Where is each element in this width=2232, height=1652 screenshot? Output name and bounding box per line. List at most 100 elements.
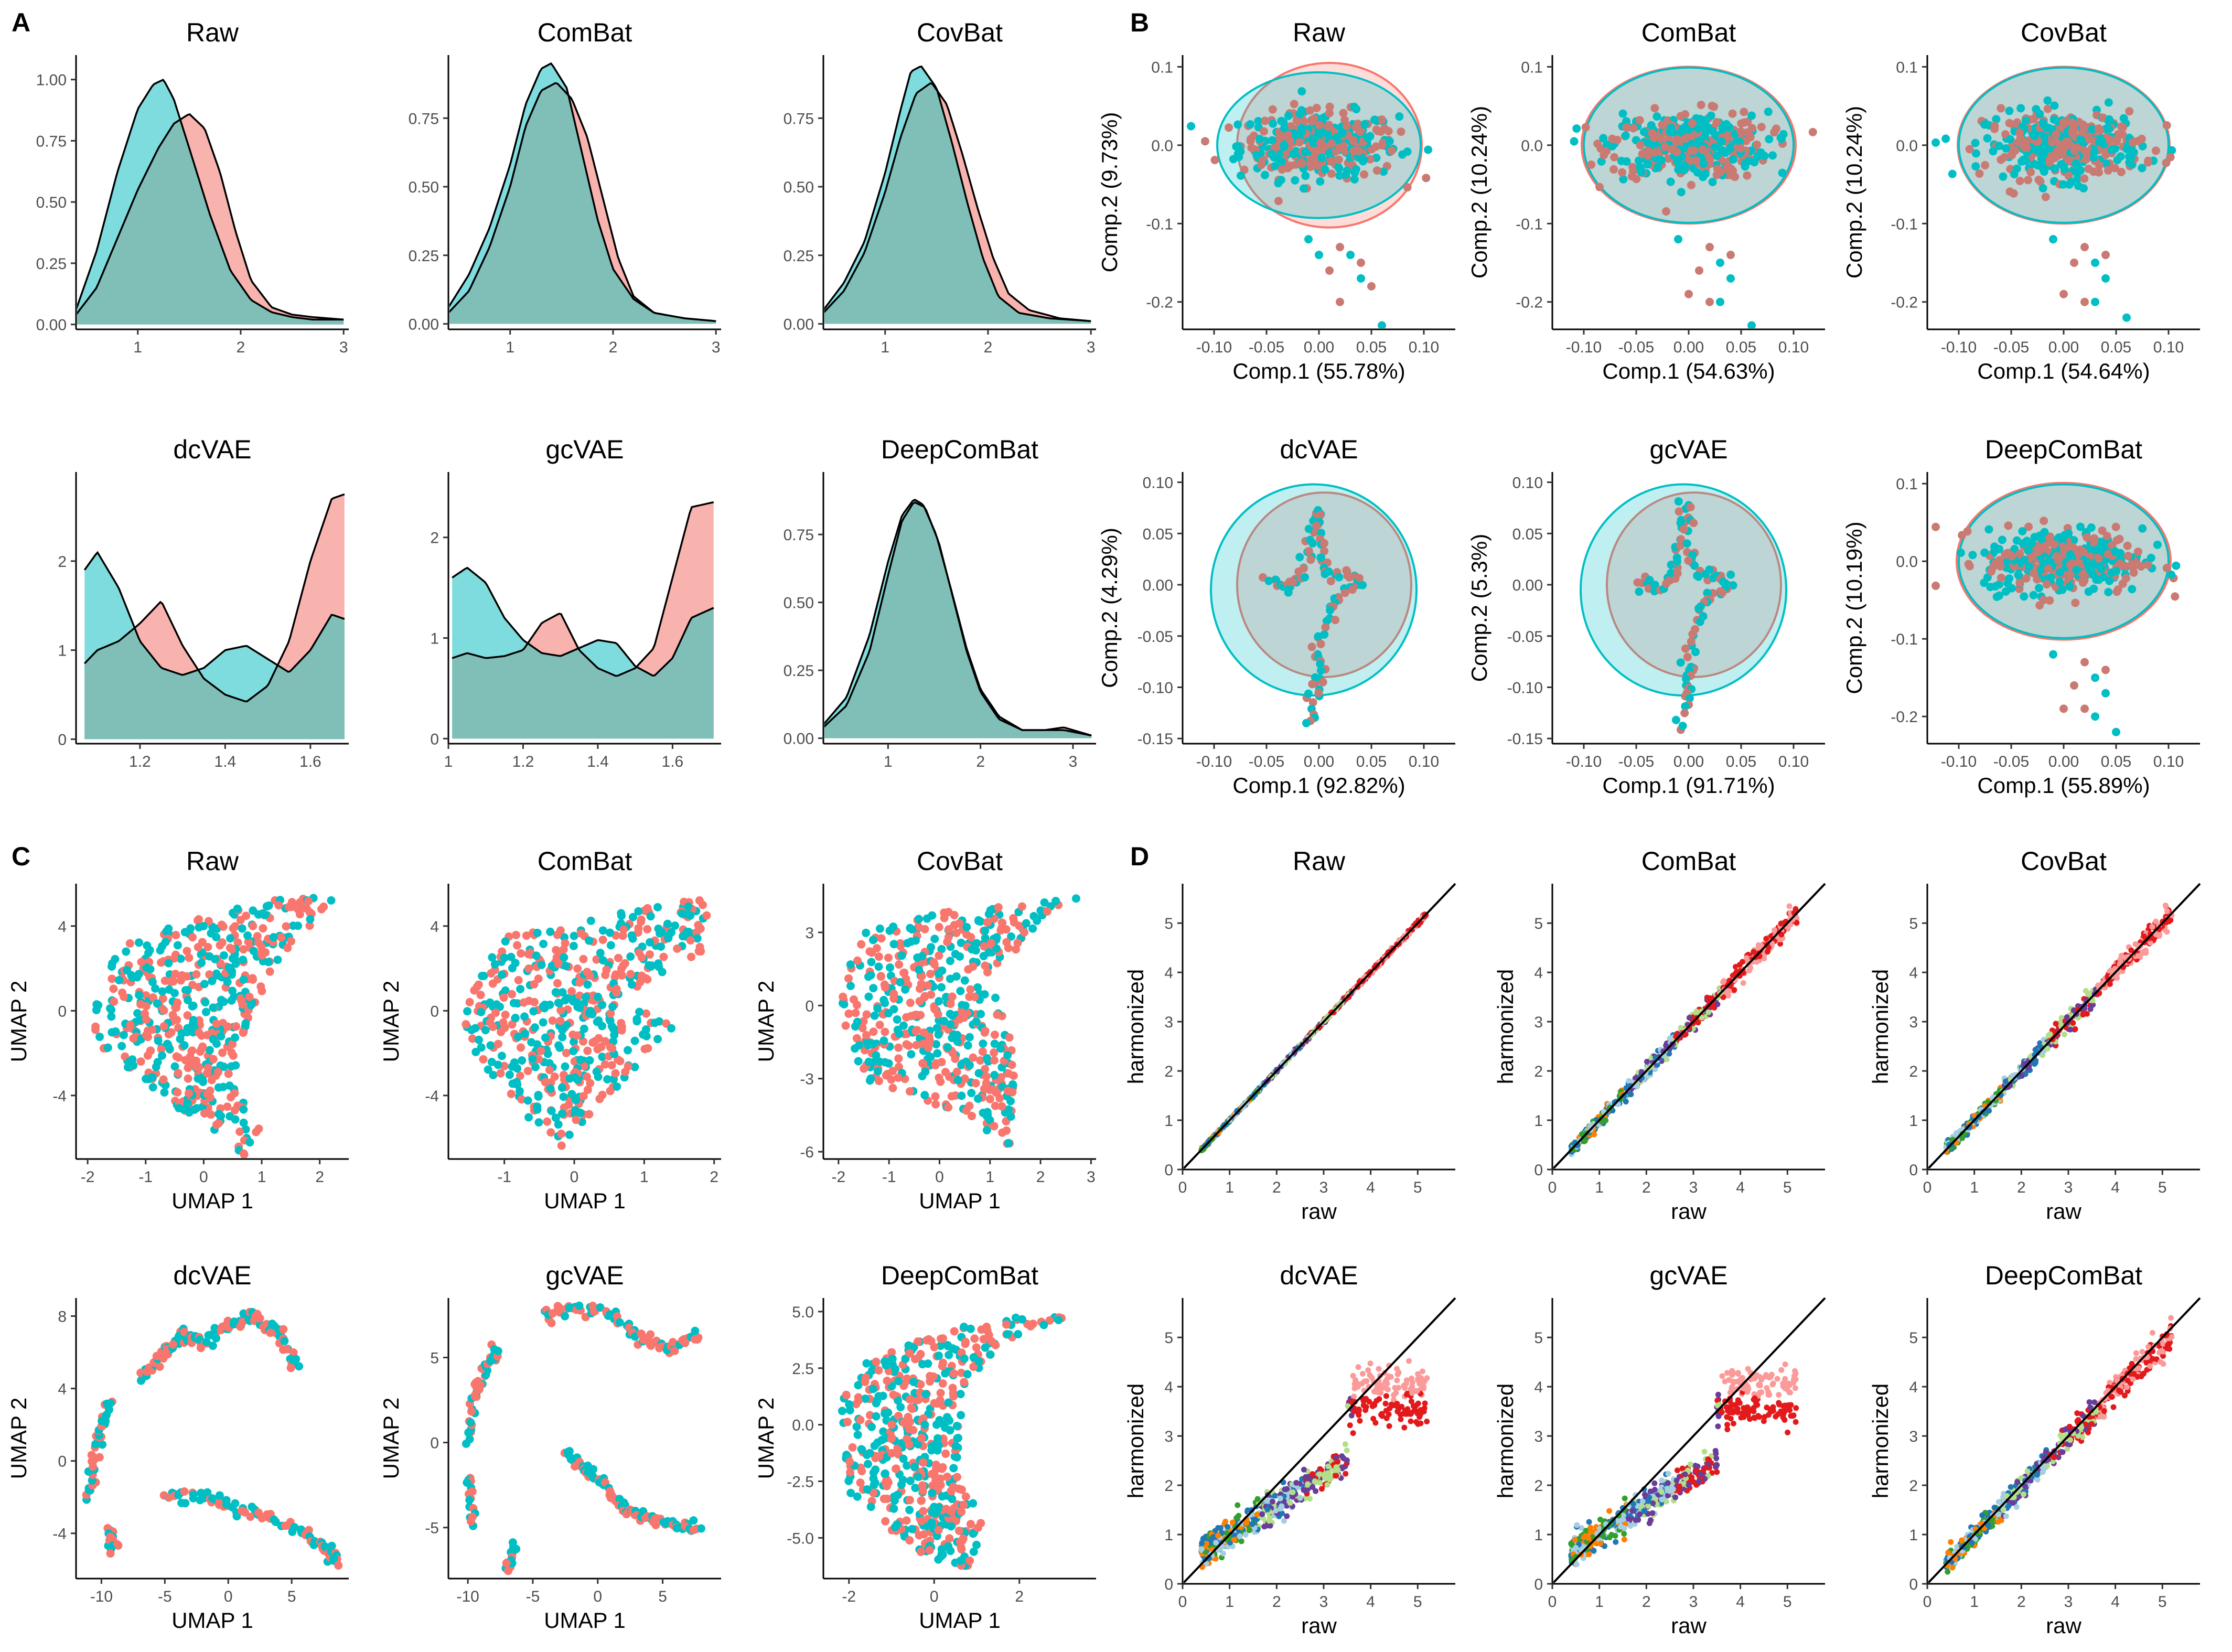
x-tick-label: 0.05: [1356, 753, 1387, 770]
point: [2104, 117, 2113, 126]
point: [1276, 176, 1285, 185]
point: [634, 924, 643, 932]
point: [1931, 581, 1940, 590]
point: [1997, 104, 2005, 113]
point: [1277, 116, 1286, 125]
point: [1627, 172, 1636, 181]
point: [2059, 118, 2068, 127]
point: [929, 958, 938, 967]
point: [1570, 137, 1579, 146]
y-tick-label: 1: [58, 642, 67, 660]
point: [1338, 128, 1347, 137]
point: [2034, 584, 2043, 593]
point: [693, 934, 702, 943]
point: [558, 1026, 567, 1035]
point: [205, 1046, 214, 1055]
y-tick-label: 0.50: [784, 595, 814, 612]
point: [903, 1461, 911, 1470]
point: [1652, 112, 1661, 121]
point: [1677, 535, 1686, 544]
point: [1717, 146, 1726, 155]
point: [304, 1526, 313, 1535]
point: [245, 992, 254, 1001]
point: [889, 994, 898, 1003]
point: [2118, 130, 2127, 139]
point: [1403, 183, 1412, 192]
point: [980, 990, 989, 999]
point: [2059, 180, 2068, 189]
point: [155, 1362, 164, 1371]
point: [1682, 133, 1691, 142]
point: [1026, 1322, 1035, 1331]
point: [980, 942, 989, 951]
point: [1355, 574, 1364, 583]
point: [846, 960, 855, 969]
point: [941, 1449, 950, 1458]
point: [1261, 116, 1270, 125]
point: [1710, 102, 1719, 111]
point: [136, 1057, 145, 1066]
point: [914, 922, 923, 931]
point: [971, 1079, 980, 1088]
point: [654, 924, 663, 933]
point: [1187, 122, 1195, 131]
point: [1765, 135, 1774, 144]
point: [239, 945, 248, 954]
point: [232, 1022, 241, 1031]
point: [2105, 125, 2113, 134]
point: [463, 1007, 472, 1016]
point: [224, 963, 233, 972]
point: [1299, 117, 1308, 126]
y-tick-label: 0.05: [1143, 525, 1173, 543]
point: [218, 1048, 227, 1057]
point: [2133, 547, 2142, 556]
point: [1304, 546, 1313, 555]
point: [1980, 548, 1989, 557]
point: [1680, 166, 1689, 175]
point: [2129, 568, 2138, 577]
point: [617, 1026, 626, 1035]
y-axis-label: UMAP 2: [379, 981, 403, 1063]
point: [1743, 171, 1752, 180]
point: [148, 1083, 157, 1092]
point: [1678, 124, 1687, 133]
point: [573, 1031, 582, 1040]
point: [928, 1488, 937, 1497]
point: [129, 1061, 138, 1070]
plot-area: [838, 894, 1080, 1148]
point: [2121, 574, 2130, 583]
point: [886, 963, 895, 972]
point: [875, 1057, 884, 1066]
point: [838, 1407, 846, 1415]
point: [2115, 549, 2123, 558]
point: [465, 1496, 474, 1505]
point: [1661, 207, 1670, 216]
point: [1020, 928, 1028, 937]
point: [2008, 151, 2016, 159]
point: [934, 1030, 943, 1039]
point: [2112, 727, 2120, 736]
chart-title: Raw: [1293, 18, 1346, 47]
point: [1677, 188, 1686, 197]
point: [874, 962, 883, 971]
point: [305, 908, 314, 917]
point: [2117, 167, 2126, 176]
point: [946, 1020, 955, 1029]
point: [866, 971, 875, 980]
point: [476, 991, 485, 1000]
point: [1699, 173, 1708, 181]
point: [558, 988, 567, 996]
point: [889, 1504, 898, 1513]
point: [956, 1538, 965, 1547]
x-tick-label: 2: [976, 753, 985, 770]
point: [2067, 177, 2076, 186]
point: [195, 923, 203, 932]
point: [1980, 120, 1989, 129]
point: [1311, 673, 1319, 682]
point: [172, 1003, 181, 1012]
point: [1379, 167, 1388, 176]
plot-area: [91, 894, 336, 1158]
point: [857, 1467, 866, 1476]
